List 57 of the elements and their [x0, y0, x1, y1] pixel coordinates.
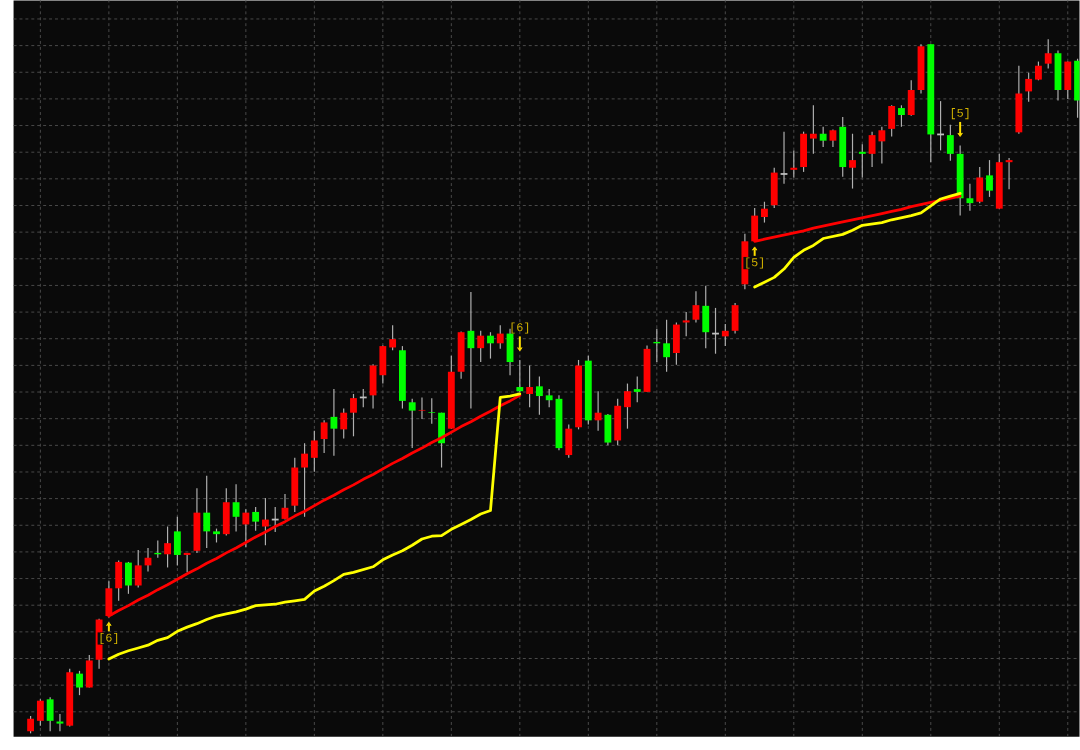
candlestick: [888, 104, 896, 137]
candlestick: [692, 290, 700, 323]
candlestick: [898, 104, 905, 128]
candlestick: [389, 324, 397, 351]
candlestick: [516, 359, 524, 393]
candlestick: [535, 375, 543, 416]
candlestick: [986, 159, 993, 198]
candlestick: [849, 132, 856, 189]
candlestick: [252, 506, 260, 532]
candlestick: [819, 126, 827, 148]
candlestick: [340, 407, 348, 439]
candlestick: [496, 324, 504, 350]
candlestick: [1044, 38, 1052, 69]
annotation: [5]: [746, 257, 763, 269]
candlestick: [36, 698, 44, 727]
candlestick: [134, 549, 142, 588]
candlestick: [320, 419, 328, 454]
candlestick: [779, 130, 789, 185]
candlestick: [594, 390, 602, 432]
candlestick: [487, 331, 494, 359]
candlestick: [242, 508, 250, 548]
candlestick: [633, 375, 641, 403]
candlestick: [477, 330, 485, 363]
candlestick: [721, 323, 729, 347]
candlestick: [966, 182, 974, 212]
candlestick: [173, 516, 181, 566]
candlestick: [526, 364, 534, 408]
candlestick: [809, 104, 817, 155]
candlestick: [301, 442, 308, 518]
candlestick: [164, 525, 171, 568]
candlestick: [330, 388, 338, 457]
candlestick: [76, 670, 83, 696]
candlestick: [350, 393, 357, 437]
candlestick: [408, 398, 416, 449]
candlestick: [46, 696, 54, 732]
candlestick: [858, 143, 866, 178]
candlestick: [790, 149, 798, 178]
candlestick: [545, 388, 553, 408]
candlestick: [232, 483, 240, 532]
candlestick: [1025, 71, 1033, 103]
candlestick: [467, 291, 475, 409]
candlestick: [428, 397, 436, 425]
candlestick: [624, 382, 631, 430]
annotation: [5]: [951, 107, 969, 119]
candlestick: [310, 429, 318, 473]
candlestick: [262, 497, 269, 546]
candlestick: [682, 311, 690, 337]
candlestick: [418, 396, 426, 420]
annotation: [6]: [100, 632, 118, 644]
candlestick: [663, 318, 671, 373]
candlestick: [868, 130, 876, 168]
candlestick: [203, 475, 211, 549]
candlestick: [946, 123, 954, 162]
candlestick: [878, 126, 886, 164]
annotation: [6]: [511, 322, 529, 334]
candlestick: [125, 561, 132, 595]
candlestick: [761, 200, 768, 223]
